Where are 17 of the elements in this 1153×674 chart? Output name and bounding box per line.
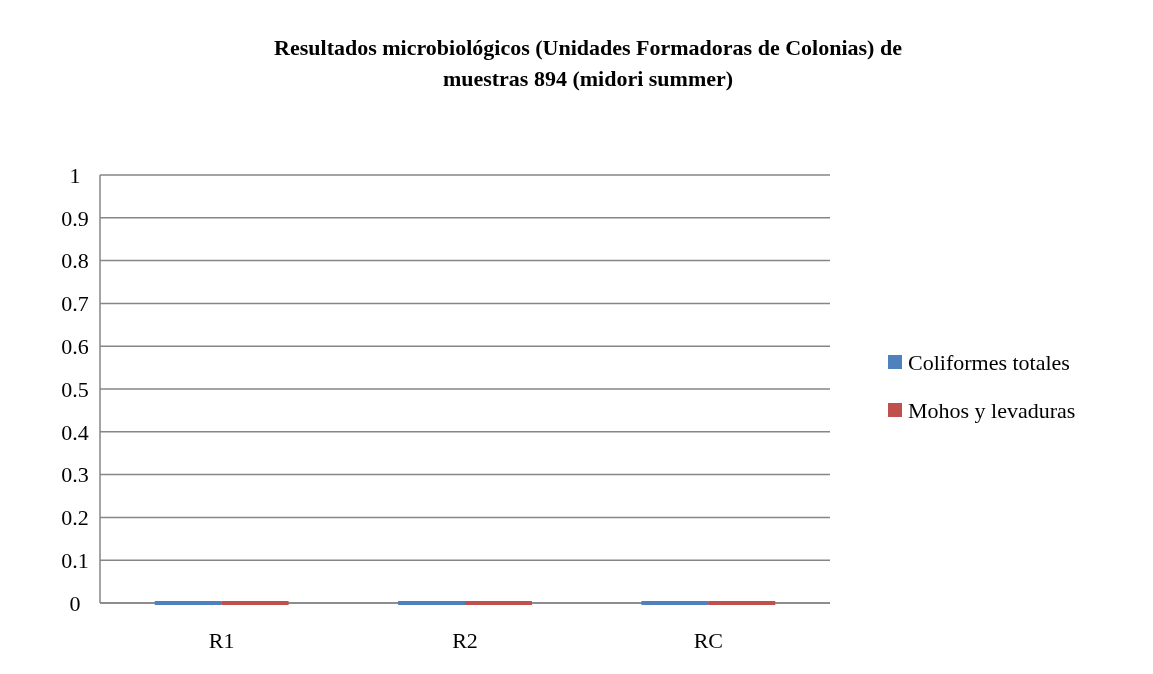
legend-label: Coliformes totales	[908, 349, 1070, 375]
y-tick-label: 0.2	[61, 505, 89, 531]
x-tick-label: R2	[452, 628, 478, 653]
y-tick-label: 0	[69, 590, 81, 616]
y-tick-label: 0.6	[61, 333, 89, 359]
y-tick-label: 1	[69, 162, 81, 188]
y-tick-label: 0.1	[61, 547, 89, 573]
legend-label: Mohos y levaduras	[908, 397, 1076, 423]
y-tick-label: 0.9	[61, 205, 89, 231]
y-tick-label: 0.3	[61, 462, 89, 488]
y-tick-label: 0.4	[61, 419, 89, 445]
x-tick-label: R1	[208, 628, 235, 653]
chart-title: Resultados microbiológicos (Unidades Formadoras de Colonias) de muestras 894 (midori summer)	[274, 35, 903, 91]
x-tick-label: RC	[693, 628, 724, 653]
y-tick-label: 0.8	[61, 248, 89, 274]
y-tick-label: 0.7	[61, 291, 89, 317]
y-tick-label: 0.5	[61, 376, 89, 402]
